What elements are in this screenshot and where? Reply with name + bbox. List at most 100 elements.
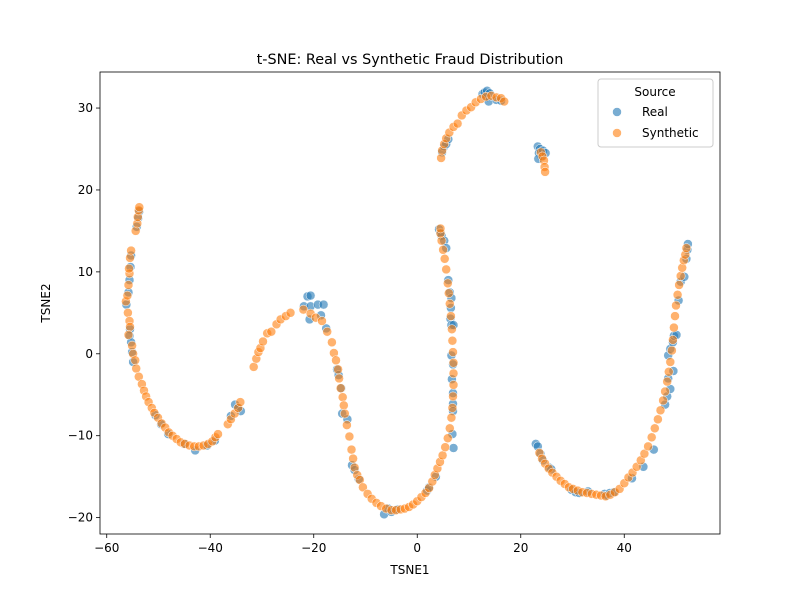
data-point-synthetic	[298, 304, 309, 315]
x-axis-label: TSNE1	[389, 563, 429, 577]
legend-box	[597, 78, 714, 148]
data-point-synthetic	[334, 373, 344, 384]
data-point-real	[448, 443, 459, 453]
data-point-synthetic	[448, 380, 459, 390]
data-point-synthetic	[443, 433, 453, 443]
data-point-synthetic	[675, 271, 686, 281]
plot-frame	[99, 71, 721, 535]
data-point-synthetic	[322, 326, 332, 337]
y-tick-label: −10	[68, 429, 93, 443]
y-tick-label: 0	[85, 347, 93, 361]
data-point-synthetic	[439, 254, 450, 264]
data-point-synthetic	[447, 335, 458, 346]
data-point-synthetic	[248, 362, 259, 372]
data-point-synthetic	[339, 400, 349, 411]
data-point-synthetic	[653, 414, 663, 425]
data-point-synthetic	[665, 357, 676, 367]
data-point-synthetic	[337, 392, 348, 402]
data-point-synthetic	[346, 444, 357, 455]
data-point-synthetic	[443, 278, 453, 289]
data-point-synthetic	[122, 290, 133, 301]
chart-title: t-SNE: Real vs Synthetic Fraud Distribut…	[257, 52, 564, 68]
data-point-synthetic	[335, 383, 346, 393]
x-tick-label: −40	[198, 541, 223, 555]
data-point-synthetic	[670, 311, 680, 321]
data-point-synthetic	[662, 376, 672, 387]
data-point-synthetic	[660, 386, 670, 397]
data-point-synthetic	[266, 326, 277, 337]
data-point-synthetic	[125, 322, 135, 332]
data-point-synthetic	[134, 202, 145, 212]
data-point-synthetic	[650, 423, 660, 434]
data-point-synthetic	[540, 167, 550, 177]
data-point-synthetic	[130, 355, 140, 366]
legend-marker-synthetic	[612, 128, 622, 138]
y-axis-label: TSNE2	[39, 283, 53, 323]
data-point-synthetic	[131, 363, 141, 374]
data-point-synthetic	[437, 450, 448, 461]
data-point-synthetic	[435, 223, 446, 234]
data-point-synthetic	[333, 364, 343, 375]
data-point-synthetic	[342, 420, 352, 430]
data-point-real	[318, 299, 329, 310]
data-point-real	[305, 290, 316, 301]
data-point-synthetic	[447, 403, 458, 413]
y-tick-label: 30	[78, 101, 93, 115]
data-point-synthetic	[285, 308, 296, 318]
data-point-synthetic	[448, 347, 458, 357]
data-point-synthetic	[358, 482, 368, 493]
data-point-synthetic	[445, 299, 455, 309]
data-point-synthetic	[448, 368, 459, 379]
x-tick-label: 20	[513, 541, 528, 555]
data-point-synthetic	[671, 300, 681, 311]
data-point-synthetic	[445, 423, 455, 434]
legend: Source Real Synthetic	[597, 78, 714, 148]
data-point-synthetic	[258, 336, 268, 347]
data-point-synthetic	[672, 290, 683, 300]
data-point-synthetic	[643, 441, 653, 452]
data-point-synthetic	[331, 355, 341, 366]
data-point-synthetic	[340, 408, 350, 419]
data-point-synthetic	[444, 288, 454, 298]
data-point-synthetic	[235, 397, 246, 407]
x-tick-label: −20	[301, 541, 326, 555]
legend-marker-real	[612, 107, 622, 117]
data-point-synthetic	[438, 245, 448, 255]
data-point-synthetic	[646, 432, 657, 443]
data-point-synthetic	[123, 330, 134, 340]
data-point-synthetic	[499, 96, 509, 107]
y-axis: −20 −10 0 10 20 30	[68, 101, 100, 525]
data-point-synthetic	[213, 429, 223, 439]
data-point-synthetic	[681, 243, 692, 253]
data-point-synthetic	[123, 308, 133, 318]
x-axis: −60 −40 −20 0 20 40	[94, 534, 632, 555]
legend-title: Source	[634, 85, 675, 99]
data-point-synthetic	[668, 335, 678, 345]
points-layer	[121, 86, 693, 520]
y-tick-label: −20	[68, 511, 93, 525]
data-point-synthetic	[446, 412, 457, 423]
data-point-synthetic	[664, 367, 674, 377]
x-tick-label: 0	[413, 541, 421, 555]
data-point-synthetic	[447, 324, 457, 334]
data-point-synthetic	[126, 245, 136, 256]
data-point-synthetic	[348, 453, 358, 464]
data-point-synthetic	[127, 340, 137, 351]
data-point-synthetic	[317, 316, 327, 326]
data-point-synthetic	[124, 263, 134, 274]
data-point-synthetic	[669, 322, 679, 333]
x-tick-label: −60	[94, 541, 119, 555]
data-point-synthetic	[446, 311, 456, 321]
legend-label-real: Real	[642, 105, 668, 119]
data-point-synthetic	[448, 391, 458, 402]
data-point-synthetic	[655, 405, 666, 416]
data-point-synthetic	[674, 280, 684, 290]
x-tick-label: 40	[617, 541, 632, 555]
data-point-synthetic	[327, 337, 337, 348]
data-point-synthetic	[344, 431, 355, 442]
data-point-synthetic	[667, 345, 677, 356]
data-point-synthetic	[452, 118, 463, 129]
data-point-synthetic	[448, 358, 459, 368]
y-tick-label: 20	[78, 183, 93, 197]
